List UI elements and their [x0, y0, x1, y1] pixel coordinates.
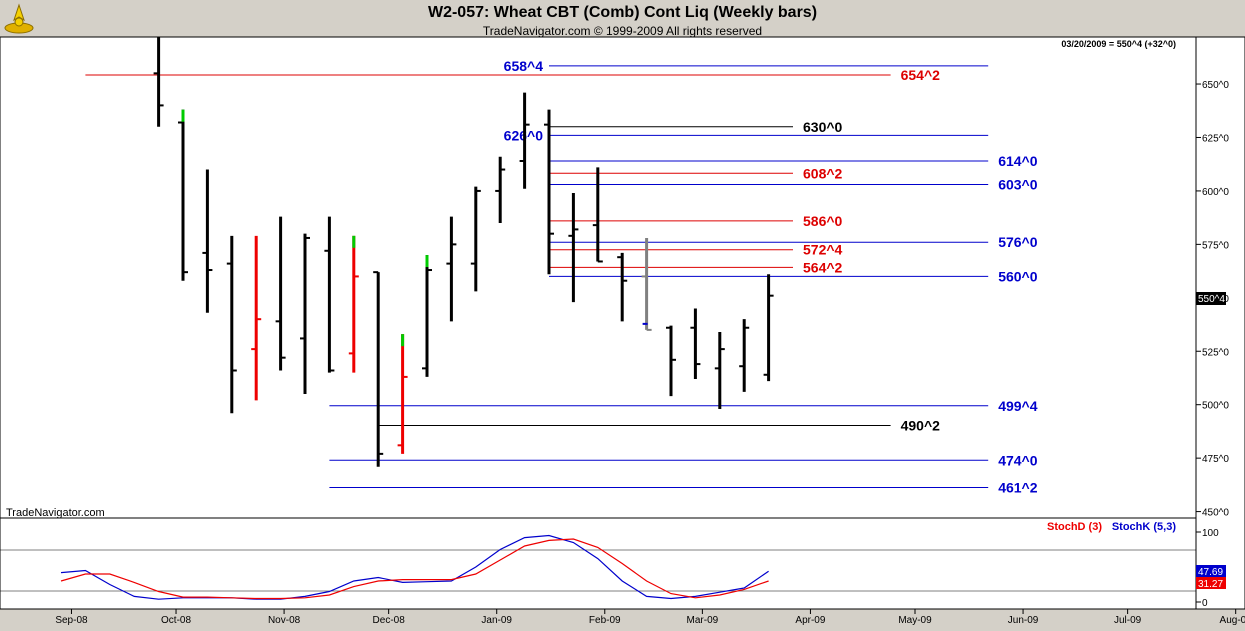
x-tick-label: Jun-09: [1008, 615, 1039, 626]
x-tick-label: Oct-08: [161, 615, 191, 626]
price-bars: [153, 37, 774, 467]
price-panel: [0, 36, 1197, 519]
y-tick-label: 575^0: [1202, 240, 1229, 251]
y-tick-label: 500^0: [1202, 401, 1229, 412]
level-label: 490^2: [901, 418, 941, 434]
level-label: 474^0: [998, 452, 1038, 468]
level-label: 572^4: [803, 242, 843, 258]
level-label: 560^0: [998, 268, 1038, 284]
y-tick-label: 625^0: [1202, 133, 1229, 144]
stoch-series-line: [60, 538, 769, 600]
y-tick-label: 475^0: [1202, 454, 1229, 465]
legend-stochd: StochD (3): [1047, 521, 1102, 533]
stochastic-lines: [60, 534, 769, 600]
level-label: 499^4: [998, 398, 1038, 414]
quote-box: 03/20/2009 = 550^4 (+32^0): [1061, 39, 1176, 49]
x-tick-label: Apr-09: [795, 615, 825, 626]
level-label: 603^0: [998, 177, 1038, 193]
stochd-value-box: [1196, 577, 1226, 589]
chart-subtitle: TradeNavigator.com © 1999-2009 All right…: [482, 24, 763, 38]
y-tick-label: 450^0: [1202, 508, 1229, 519]
x-tick-label: Feb-09: [589, 615, 621, 626]
level-label: 658^4: [504, 58, 544, 74]
level-label: 630^0: [803, 119, 843, 135]
stoch-axis-ticks: 100 0: [1196, 528, 1219, 609]
level-label: 586^0: [803, 213, 843, 229]
trade-navigator-logo[interactable]: [2, 2, 36, 36]
level-label: 654^2: [901, 67, 941, 83]
level-label: 614^0: [998, 153, 1038, 169]
y-tick-label: 650^0: [1202, 80, 1229, 91]
stochd-value-label: 31.27: [1198, 579, 1223, 590]
chart-title: W2-057: Wheat CBT (Comb) Cont Liq (Weekl…: [427, 4, 818, 21]
level-label: 461^2: [998, 480, 1038, 496]
x-tick-label: Mar-09: [687, 615, 719, 626]
x-tick-label: Jul-09: [1114, 615, 1142, 626]
level-label: 564^2: [803, 259, 843, 275]
stochk-value-box: [1196, 565, 1226, 577]
level-lines: 658^4654^2630^0626^0614^0608^2603^0586^0…: [85, 58, 1038, 496]
price-axis: [1195, 36, 1245, 610]
x-tick-label: Aug-09: [1220, 615, 1245, 626]
stoch-series-line: [60, 534, 769, 600]
legend-stochk: StochK (5,3): [1112, 521, 1177, 533]
x-tick-label: Nov-08: [268, 615, 301, 626]
stoch-panel: [0, 517, 1197, 610]
stoch-y-tick-label: 0: [1202, 598, 1208, 609]
y-tick-label: 525^0: [1202, 347, 1229, 358]
last-price-box: [1196, 292, 1226, 305]
stochk-value-label: 47.69: [1198, 567, 1223, 578]
level-label: 576^0: [998, 234, 1038, 250]
last-price-label: 550^4: [1198, 294, 1225, 305]
y-tick-label: 600^0: [1202, 187, 1229, 198]
stoch-y-tick-label: 100: [1202, 528, 1219, 539]
x-tick-label: Dec-08: [373, 615, 406, 626]
x-tick-label: Sep-08: [55, 615, 88, 626]
x-tick-label: Jan-09: [481, 615, 512, 626]
x-axis-ticks: Sep-08 Oct-08 Nov-08 Dec-08 Jan-09 Feb-09 Mar-…: [55, 609, 1245, 626]
watermark: TradeNavigator.com: [6, 507, 105, 519]
level-label: 608^2: [803, 165, 843, 181]
x-tick-label: May-09: [898, 615, 932, 626]
